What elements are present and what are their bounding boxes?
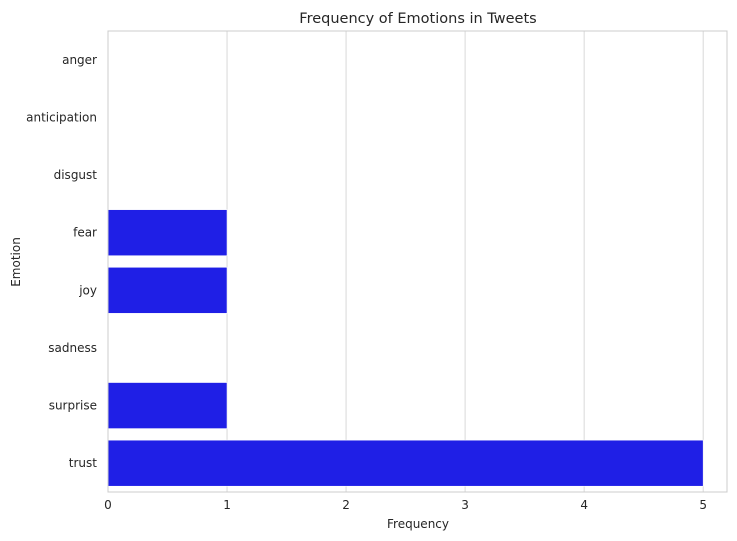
bars: [107, 209, 704, 487]
y-tick-label-disgust: disgust: [54, 168, 98, 182]
bar-trust: [107, 439, 704, 487]
y-tick-label-anticipation: anticipation: [26, 110, 97, 124]
y-tick-label-sadness: sadness: [48, 341, 97, 355]
y-tick-label-anger: anger: [62, 53, 97, 67]
bar-fear: [107, 209, 228, 257]
y-tick-label-joy: joy: [78, 283, 97, 297]
x-tick-label-2: 2: [342, 498, 350, 512]
chart-title: Frequency of Emotions in Tweets: [299, 11, 536, 27]
y-tick-label-fear: fear: [73, 226, 97, 240]
x-tick-label-0: 0: [104, 498, 112, 512]
x-tick-label-3: 3: [461, 498, 469, 512]
bar-joy: [107, 266, 228, 314]
y-tick-label-trust: trust: [69, 456, 97, 470]
y-tick-label-surprise: surprise: [49, 399, 97, 413]
x-axis-label: Frequency: [387, 517, 449, 531]
x-tick-labels: 0 1 2 3 4 5: [104, 498, 707, 512]
y-axis-label: Emotion: [9, 237, 23, 287]
x-tick-label-4: 4: [580, 498, 588, 512]
x-tick-label-1: 1: [223, 498, 231, 512]
x-tick-label-5: 5: [699, 498, 707, 512]
bar-surprise: [107, 382, 228, 429]
y-tick-labels: anger anticipation disgust fear joy sadness su…: [26, 53, 97, 470]
plot-frame: [107, 30, 728, 493]
